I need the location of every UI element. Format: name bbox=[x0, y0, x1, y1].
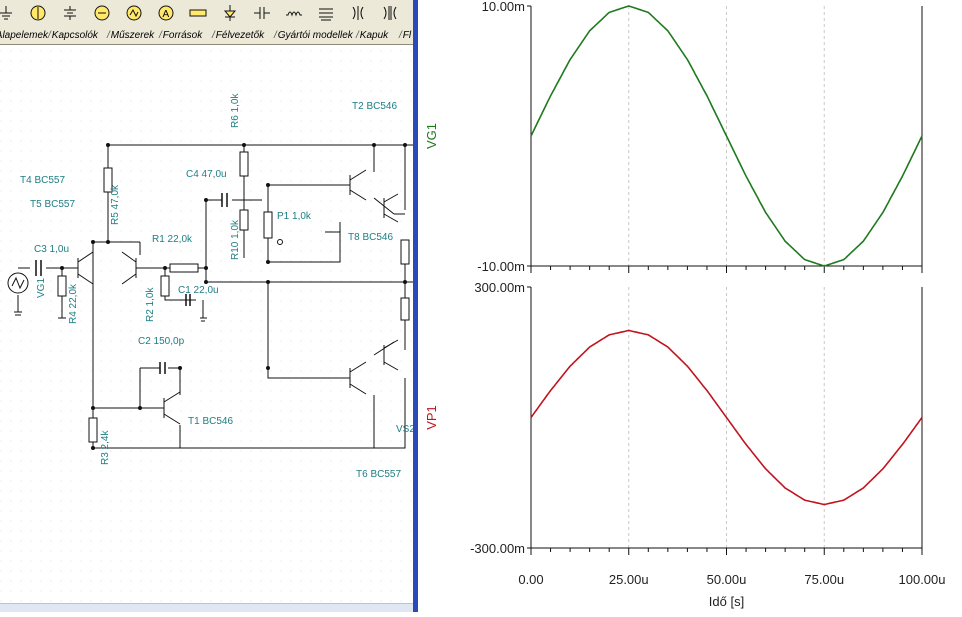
oscilloscope-pane: 10.00m -10.00m VG1 300.00m -300.00m VP1 0.00 25… bbox=[418, 0, 962, 612]
transformer-core-tool-icon[interactable] bbox=[378, 1, 402, 25]
y-tick-label: -300.00m bbox=[470, 541, 525, 556]
series-line bbox=[530, 329, 923, 506]
voltmeter-tool-icon[interactable] bbox=[26, 1, 50, 25]
schematic-editor-pane: A Alapelemek Kapcsolók Műszerek Források… bbox=[0, 0, 414, 612]
label-t6: T6 BC557 bbox=[356, 469, 401, 480]
label-c2: C2 150,0p bbox=[138, 336, 185, 347]
tab-kapuk[interactable]: Kapuk bbox=[356, 29, 388, 43]
label-c1: C1 22,0u bbox=[178, 285, 219, 296]
ammeter-tool-icon[interactable]: A bbox=[154, 1, 178, 25]
component-tabs: Alapelemek Kapcsolók Műszerek Források F… bbox=[0, 27, 414, 45]
label-vs2: VS2 bbox=[396, 424, 414, 435]
label-t4: T4 BC557 bbox=[20, 175, 65, 186]
coil-tool-icon[interactable] bbox=[282, 1, 306, 25]
label-t8: T8 BC546 bbox=[348, 232, 393, 243]
coupled-coil-tool-icon[interactable] bbox=[346, 1, 370, 25]
tab-alapelemek[interactable]: Alapelemek bbox=[0, 29, 48, 43]
label-t2: T2 BC546 bbox=[352, 101, 397, 112]
bulb-tool-icon[interactable] bbox=[90, 1, 114, 25]
transformer-tool-icon[interactable] bbox=[314, 1, 338, 25]
label-t1: T1 BC546 bbox=[188, 416, 233, 427]
x-tick-label: 75.00u bbox=[804, 572, 844, 587]
x-axis-label: Idő [s] bbox=[709, 594, 744, 609]
x-tick-label: 50.00u bbox=[707, 572, 747, 587]
pane-splitter[interactable] bbox=[413, 0, 418, 612]
y-tick-label: 10.00m bbox=[482, 0, 525, 14]
label-r5: R5 47,0k bbox=[110, 184, 121, 225]
diode-tool-icon[interactable] bbox=[218, 1, 242, 25]
horizontal-scrollbar[interactable] bbox=[0, 603, 414, 612]
x-tick-label: 0.00 bbox=[518, 572, 543, 587]
tab-kapcsolok[interactable]: Kapcsolók bbox=[48, 29, 98, 43]
tab-gyartoi-modellek[interactable]: Gyártói modellek bbox=[274, 29, 353, 43]
resistor-tool-icon[interactable] bbox=[186, 1, 210, 25]
label-c4: C4 47,0u bbox=[186, 169, 227, 180]
tab-fl[interactable]: Fl bbox=[399, 29, 411, 43]
y-axis-label: VP1 bbox=[424, 405, 439, 430]
label-r6: R6 1,0k bbox=[230, 93, 241, 128]
x-tick-label: 25.00u bbox=[609, 572, 649, 587]
y-tick-label: 300.00m bbox=[474, 280, 525, 295]
signal-source-tool-icon[interactable] bbox=[122, 1, 146, 25]
ground-tool-icon[interactable] bbox=[0, 1, 18, 25]
x-tick-label: 100.00u bbox=[899, 572, 946, 587]
series-line bbox=[530, 5, 923, 267]
capacitor-tool-icon[interactable] bbox=[250, 1, 274, 25]
label-vg1: VG1 bbox=[36, 278, 47, 298]
y-tick-label: -10.00m bbox=[477, 259, 525, 274]
tab-muszerek[interactable]: Műszerek bbox=[107, 29, 154, 43]
battery-tool-icon[interactable] bbox=[58, 1, 82, 25]
tab-felvezetok[interactable]: Félvezetők bbox=[212, 29, 264, 43]
tab-forrasok[interactable]: Források bbox=[159, 29, 202, 43]
label-c3: C3 1,0u bbox=[34, 244, 69, 255]
label-r3: R3 2,4k bbox=[100, 430, 111, 465]
label-p1: P1 1,0k bbox=[277, 211, 312, 222]
y-axis-label: VG1 bbox=[424, 123, 439, 149]
waveform-plots: 10.00m -10.00m VG1 300.00m -300.00m VP1 0.00 25… bbox=[424, 0, 946, 609]
label-r4: R4 22,0k bbox=[68, 283, 79, 324]
label-r10: R10 1,0k bbox=[230, 219, 241, 260]
label-r2: R2 1,0k bbox=[145, 287, 156, 322]
svg-text:A: A bbox=[163, 9, 170, 20]
label-r1: R1 22,0k bbox=[152, 234, 193, 245]
circuit-schematic[interactable]: T4 BC557 T5 BC557 R5 47,0k R6 1,0k T2 BC… bbox=[0, 45, 414, 606]
component-toolbar: A bbox=[0, 0, 414, 28]
signal-source-icon bbox=[7, 272, 29, 294]
label-t5: T5 BC557 bbox=[30, 199, 75, 210]
